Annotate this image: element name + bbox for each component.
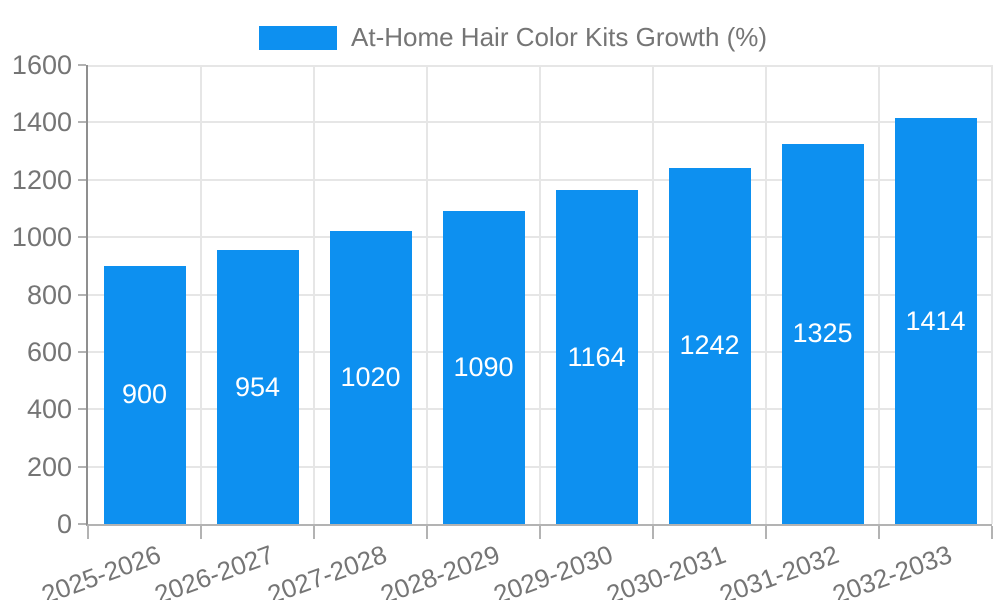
bar[interactable]: 1242 [668,167,751,524]
x-axis-label: 2025-2026 [37,539,165,600]
bar-value-label: 1325 [792,318,853,349]
legend-swatch [259,25,337,50]
bar-value-label: 1164 [567,341,626,372]
bar-value-label: 1020 [340,362,401,393]
x-axis-tick [426,526,428,539]
y-axis-tick [78,293,86,296]
vertical-gridline [878,65,880,524]
vertical-gridline [991,65,993,524]
x-axis-tick [539,526,541,539]
x-axis-tick [991,526,993,539]
x-axis-tick [878,526,880,539]
x-axis-tick [200,526,202,539]
y-axis-label: 1000 [11,222,72,253]
y-axis-tick [78,350,86,353]
y-axis-tick [78,64,86,66]
x-axis-label: 2031-2032 [715,539,843,600]
bar[interactable]: 1020 [329,231,412,524]
bar-value-label: 900 [121,379,168,410]
bar-value-label: 1414 [905,305,966,336]
bar[interactable]: 1414 [894,118,977,524]
y-axis-tick [78,121,86,124]
x-axis-label: 2028-2029 [376,539,504,600]
vertical-gridline [765,65,767,524]
y-axis-tick [78,465,86,468]
y-axis-label: 0 [56,509,72,539]
vertical-gridline [426,65,428,524]
x-axis-label: 2027-2028 [263,539,391,600]
bar[interactable]: 1090 [442,211,525,524]
y-axis-label: 1600 [11,50,72,80]
x-axis-label: 2032-2033 [828,539,956,600]
y-axis-label: 400 [26,394,72,425]
y-axis-tick [78,236,86,239]
vertical-gridline [652,65,654,524]
legend[interactable]: At-Home Hair Color Kits Growth (%) [259,22,767,53]
bar-value-label: 1242 [679,330,740,361]
y-axis-label: 600 [26,336,72,367]
y-axis-tick [78,178,86,181]
vertical-gridline [200,65,202,524]
bar[interactable]: 954 [216,250,299,524]
plot-area: 0 200 400 600 800 1000 1200 1400 1600 900 2025-202… [12,50,993,600]
vertical-gridline [539,65,541,524]
x-axis-label: 2026-2027 [150,539,278,600]
x-axis-tick [765,526,767,539]
vertical-gridline [313,65,315,524]
bar[interactable]: 1164 [555,190,638,524]
bar-value-label: 1090 [453,352,514,383]
y-axis-label: 800 [26,279,72,310]
y-axis-label: 1400 [11,107,72,138]
legend-label: At-Home Hair Color Kits Growth (%) [351,22,768,52]
y-axis-tick [78,408,86,411]
bar[interactable]: 900 [103,265,186,524]
x-axis-tick [87,526,89,539]
bar[interactable]: 1325 [781,143,864,524]
y-axis-tick [78,523,86,525]
y-axis-label: 200 [26,451,72,482]
x-axis-label: 2029-2030 [489,539,617,600]
y-axis-label: 1200 [11,164,72,195]
x-axis-tick [652,526,654,539]
bar-value-label: 954 [234,371,281,402]
x-axis-tick [313,526,315,539]
x-axis-label: 2030-2031 [602,539,730,600]
